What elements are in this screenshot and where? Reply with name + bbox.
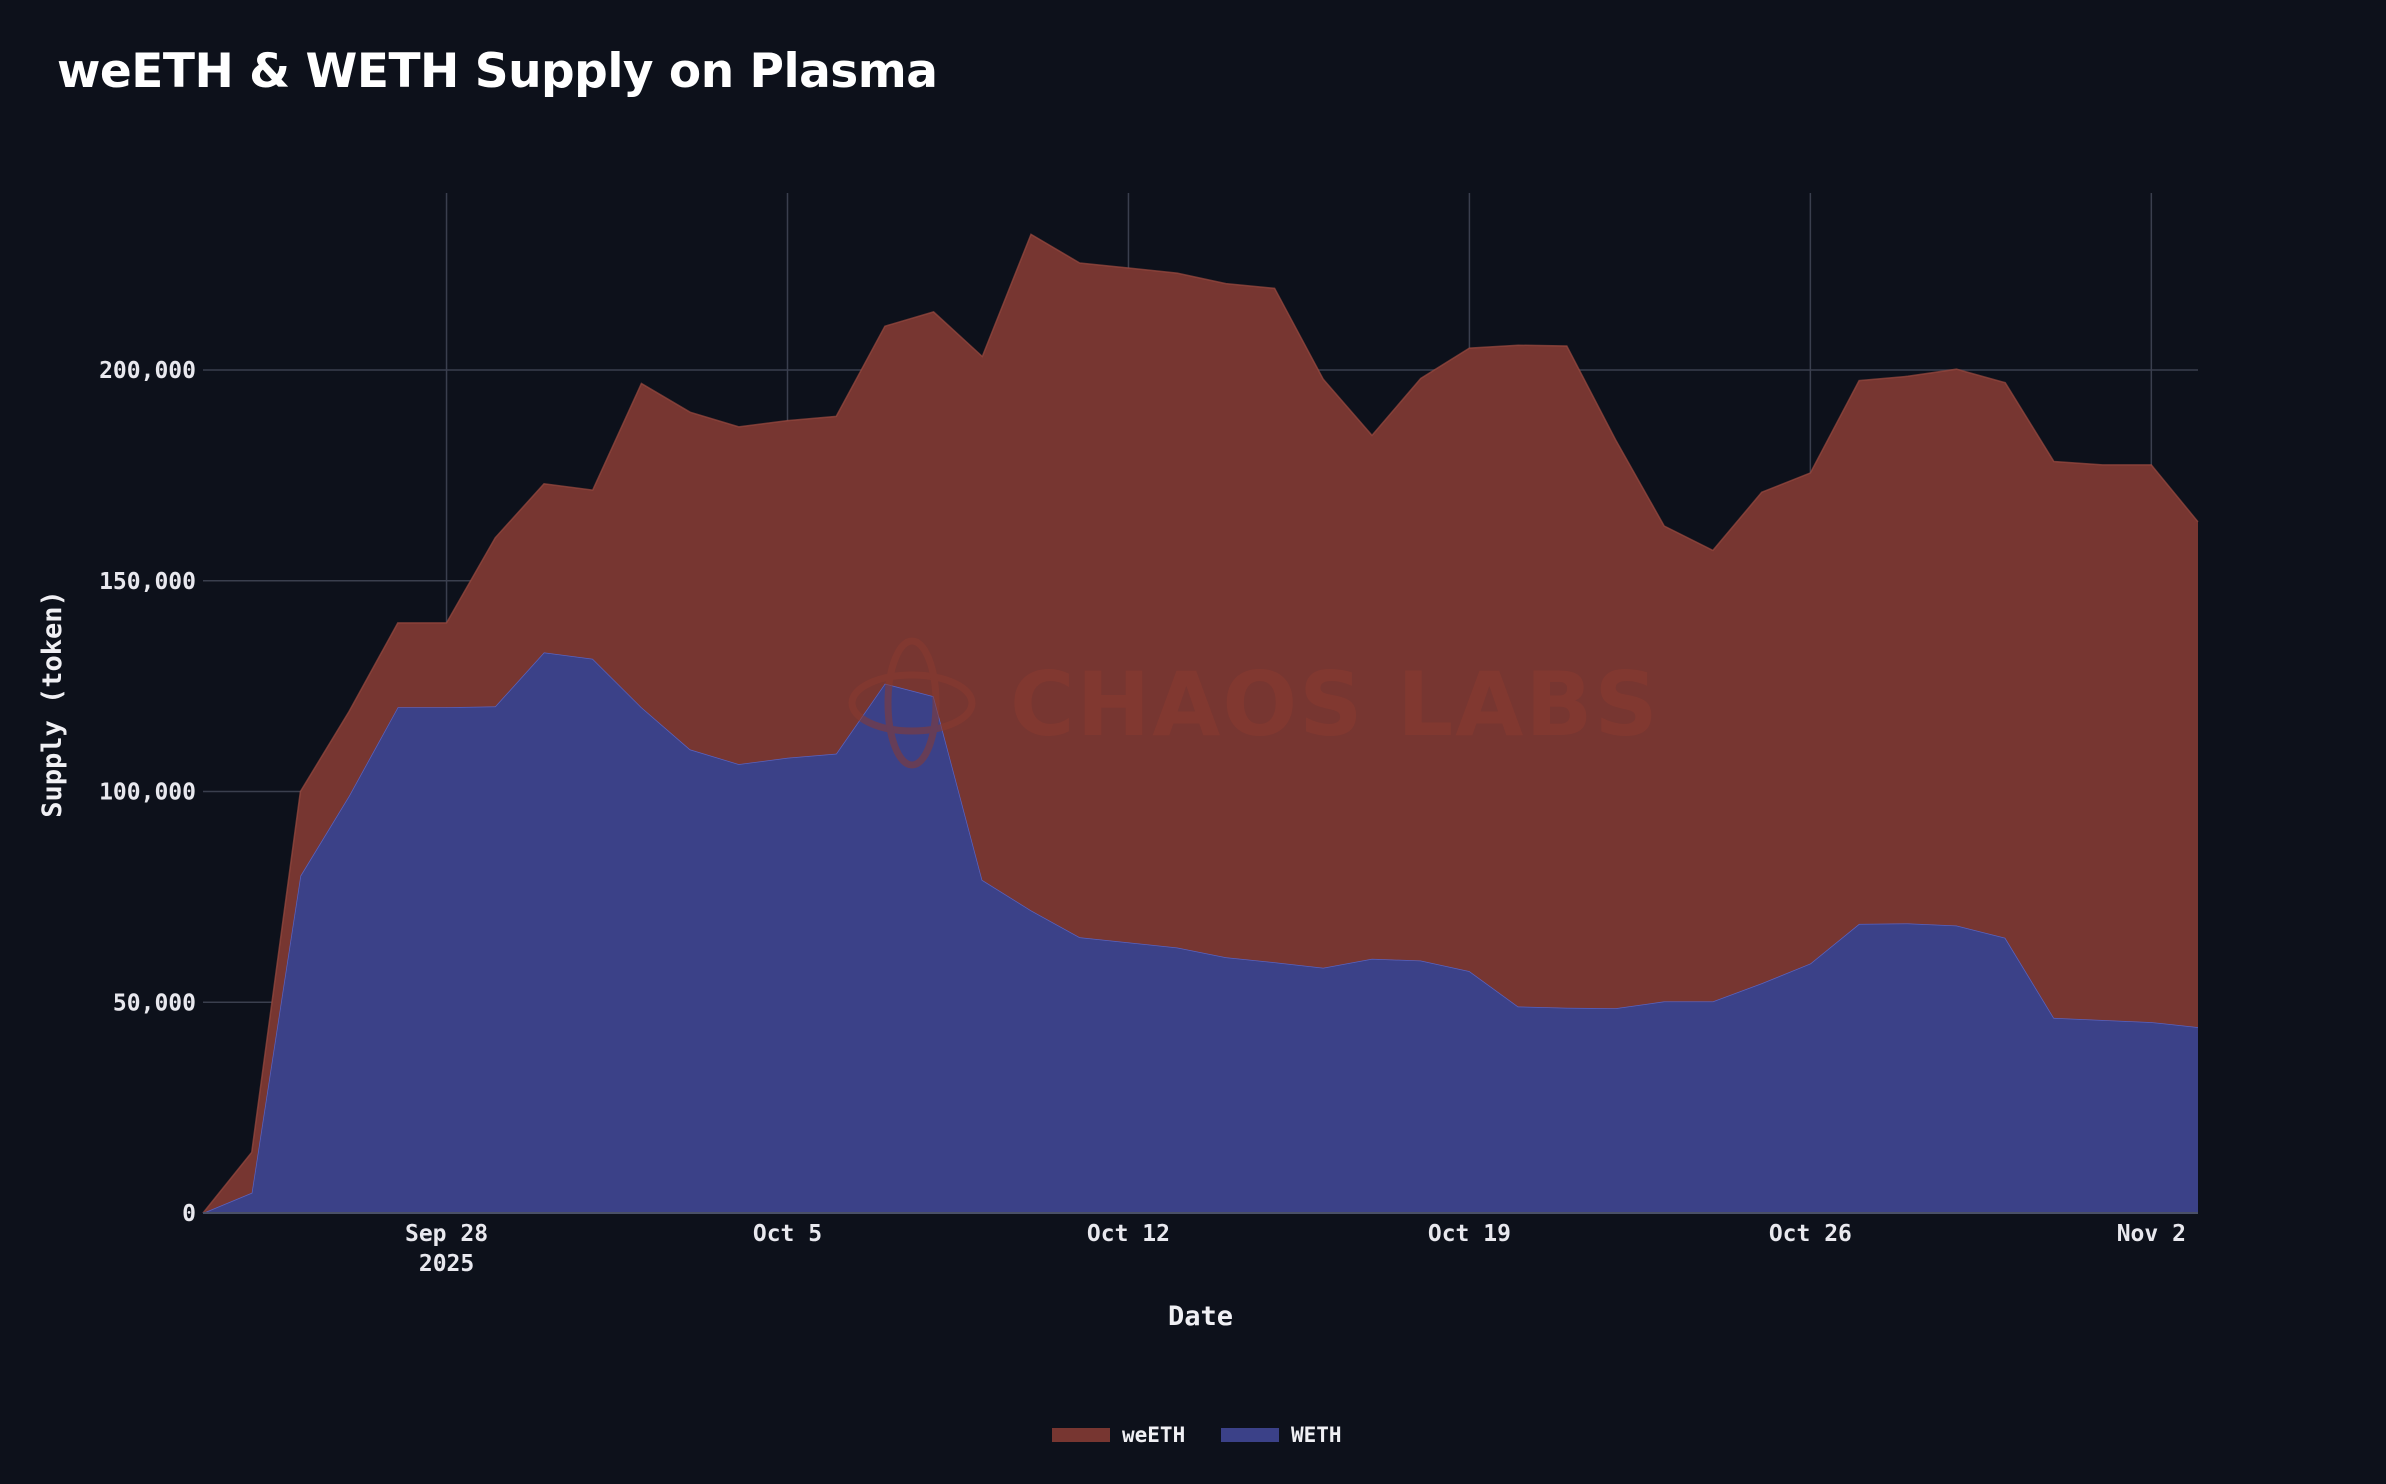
legend-swatch-weeth <box>1052 1428 1110 1442</box>
watermark-text: CHAOS LABS <box>1010 653 1660 756</box>
y-tick-label: 100,000 <box>99 780 196 806</box>
x-tick-label: Oct 26 <box>1769 1221 1852 1247</box>
x-tick-label: Oct 12 <box>1087 1221 1170 1247</box>
watermark: CHAOS LABS <box>848 637 1660 769</box>
legend-item-weeth[interactable]: weETH <box>1052 1423 1185 1447</box>
x-tick-label: Nov 2 <box>2117 1221 2186 1247</box>
x-tick-label: Oct 5 <box>753 1221 822 1247</box>
legend-label-weeth: weETH <box>1122 1423 1185 1447</box>
area-series <box>202 233 2199 1214</box>
x-axis-title: Date <box>1168 1301 1233 1332</box>
legend-swatch-weth <box>1221 1428 1279 1442</box>
x-tick-label: Sep 28 <box>405 1221 488 1247</box>
chart-title: weETH & WETH Supply on Plasma <box>57 44 938 99</box>
area-line-weeth <box>202 233 2199 1214</box>
area-weeth <box>203 234 2198 1214</box>
area-weth <box>203 652 2198 1213</box>
legend-label-weth: WETH <box>1291 1423 1342 1447</box>
legend[interactable]: weETH WETH <box>1052 1423 1342 1447</box>
y-tick-label: 50,000 <box>113 990 196 1016</box>
legend-item-weth[interactable]: WETH <box>1221 1423 1342 1447</box>
y-axis-title: Supply (token) <box>37 590 68 818</box>
x-tick-sublabel: 2025 <box>419 1251 474 1277</box>
y-tick-label: 200,000 <box>99 358 196 384</box>
y-tick-label: 0 <box>182 1201 196 1227</box>
x-tick-label: Oct 19 <box>1428 1221 1511 1247</box>
y-tick-label: 150,000 <box>99 569 196 595</box>
chaos-labs-logo-icon <box>848 637 976 769</box>
axes: 0 50,000 100,000 150,000 200,000 Sep 28 2025 Oc… <box>37 358 2198 1332</box>
